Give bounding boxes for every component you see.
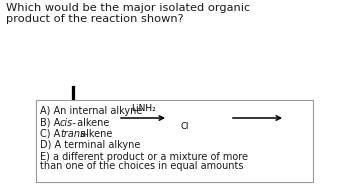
Text: Which would be the major isolated organic: Which would be the major isolated organi… xyxy=(6,3,250,13)
Text: alkene: alkene xyxy=(74,117,109,127)
Text: D) A terminal alkyne: D) A terminal alkyne xyxy=(40,140,140,151)
Text: C) A: C) A xyxy=(40,129,63,139)
Text: trans-: trans- xyxy=(60,129,89,139)
Text: Cl: Cl xyxy=(181,122,189,131)
Text: product of the reaction shown?: product of the reaction shown? xyxy=(6,14,184,24)
FancyBboxPatch shape xyxy=(36,100,313,182)
Text: than one of the choices in equal amounts: than one of the choices in equal amounts xyxy=(40,161,244,171)
Text: LiNH₂: LiNH₂ xyxy=(131,104,155,113)
Text: A) An internal alkyne: A) An internal alkyne xyxy=(40,106,142,116)
Text: cis-: cis- xyxy=(60,117,77,127)
Text: alkene: alkene xyxy=(77,129,112,139)
Text: E) a different product or a mixture of more: E) a different product or a mixture of m… xyxy=(40,152,248,162)
Text: B) A: B) A xyxy=(40,117,63,127)
